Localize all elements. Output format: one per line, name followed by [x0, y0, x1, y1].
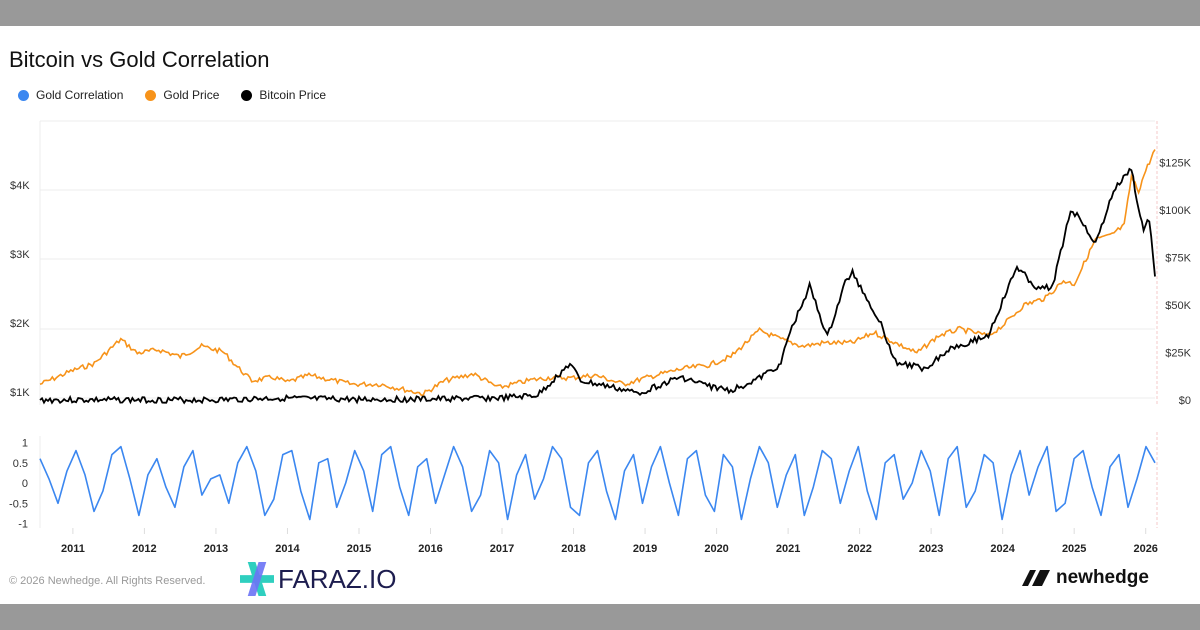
right-tick-label: $75K [1165, 253, 1191, 265]
x-tick-label: 2017 [490, 543, 514, 555]
x-tick-label: 2011 [61, 543, 85, 555]
legend-item-gold[interactable]: Gold Price [145, 88, 219, 102]
correlation-tick-label: -0.5 [9, 498, 28, 510]
x-tick-label: 2020 [704, 543, 728, 555]
gold-price-line [39, 149, 1156, 397]
chart-title: Bitcoin vs Gold Correlation [9, 47, 270, 72]
legend-label: Gold Correlation [36, 88, 124, 102]
bitcoin-price-line [39, 167, 1156, 405]
x-tick-label: 2023 [919, 543, 943, 555]
x-tick-label: 2021 [776, 543, 800, 555]
newhedge-logo-icon [1022, 570, 1050, 586]
legend-item-correlation[interactable]: Gold Correlation [18, 88, 123, 102]
legend-item-bitcoin[interactable]: Bitcoin Price [241, 88, 326, 102]
correlation-tick-label: -1 [18, 519, 28, 531]
right-tick-label: $0 [1179, 395, 1191, 407]
right-tick-label: $125K [1159, 158, 1191, 170]
x-tick-label: 2019 [633, 543, 657, 555]
legend-dot [241, 89, 253, 101]
left-tick-label: $1K [10, 387, 30, 399]
copyright: © 2026 Newhedge. All Rights Reserved. [9, 575, 206, 587]
left-tick-label: $2K [10, 318, 30, 330]
top-bar [0, 0, 1200, 26]
legend-label: Bitcoin Price [259, 88, 327, 102]
left-tick-label: $3K [10, 249, 30, 261]
x-tick-label: 2014 [275, 543, 300, 555]
x-tick-label: 2026 [1133, 543, 1157, 555]
watermark-logo: FARAZ.IO [240, 562, 396, 596]
x-tick-label: 2015 [347, 543, 371, 555]
legend-dot [145, 89, 157, 101]
right-tick-label: $25K [1165, 348, 1191, 360]
x-tick-label: 2022 [847, 543, 871, 555]
x-tick-label: 2025 [1062, 543, 1086, 555]
right-tick-label: $50K [1165, 300, 1191, 312]
correlation-tick-label: 1 [22, 438, 28, 450]
x-tick-label: 2013 [204, 543, 228, 555]
gold-correlation-line [39, 445, 1156, 521]
left-tick-label: $4K [10, 180, 30, 192]
x-tick-label: 2024 [990, 543, 1015, 555]
legend-label: Gold Price [163, 88, 220, 102]
x-tick-label: 2018 [561, 543, 585, 555]
x-tick-label: 2012 [132, 543, 156, 555]
legend-dot [18, 89, 29, 101]
bottom-bar [0, 604, 1200, 630]
correlation-tick-label: 0 [22, 478, 28, 490]
newhedge-logo: newhedge [1022, 567, 1149, 589]
correlation-tick-label: 0.5 [13, 458, 28, 470]
legend: Gold Correlation Gold Price Bitcoin Pric… [18, 88, 326, 102]
x-tick-label: 2016 [418, 543, 442, 555]
right-tick-label: $100K [1159, 205, 1191, 217]
watermark-text: FARAZ.IO [278, 564, 397, 594]
asterisk-logo-icon [240, 562, 274, 596]
brand-name: newhedge [1056, 567, 1149, 588]
